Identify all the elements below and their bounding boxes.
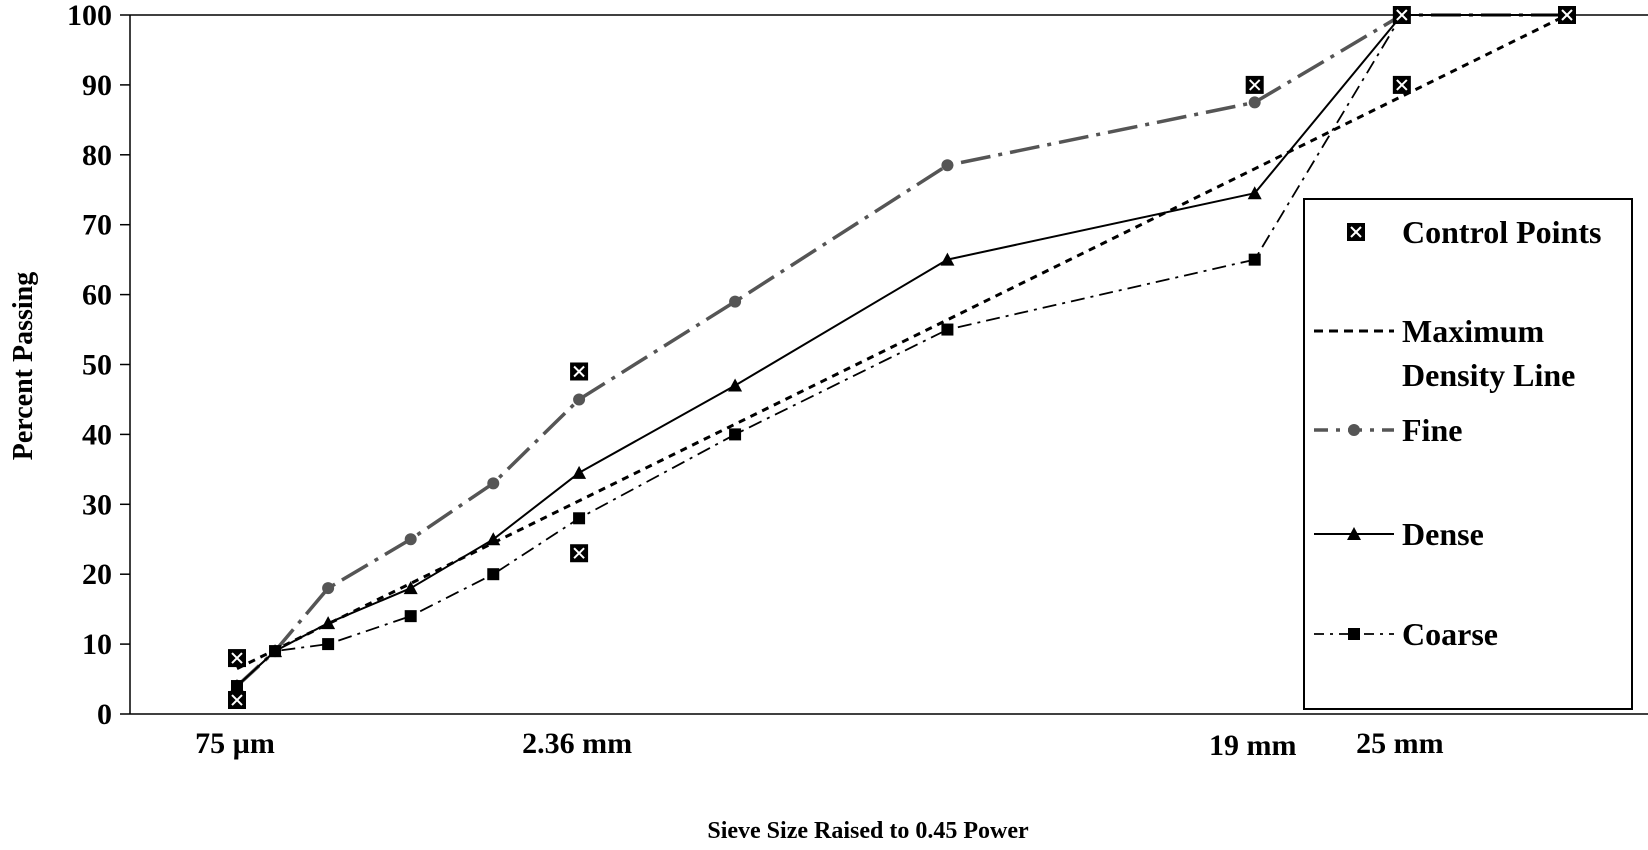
data-point-dense [572, 465, 587, 479]
legend: Control Points Maximum Density Line Fine Den… [1303, 198, 1633, 710]
control-point [1392, 6, 1411, 24]
data-point-dense [1247, 186, 1262, 200]
data-point-coarse [573, 512, 586, 525]
y-tick-label: 100 [67, 0, 112, 32]
x-axis-title: Sieve Size Raised to 0.45 Power [707, 818, 1029, 844]
legend-label: Maximum [1402, 313, 1545, 349]
data-point-coarse [269, 645, 282, 658]
legend-label: Control Points [1402, 214, 1601, 250]
data-point-fine [1248, 96, 1261, 109]
legend-label: Coarse [1402, 616, 1498, 652]
data-point-dense [486, 532, 501, 546]
control-point [228, 691, 246, 710]
data-point-coarse [729, 428, 742, 441]
legend-label: Fine [1402, 412, 1462, 448]
data-point-dense [403, 581, 418, 595]
control-point-cross-b [1396, 79, 1408, 91]
legend-item-dense: Dense [1314, 516, 1484, 552]
data-point-fine [487, 477, 500, 490]
axes: 0 10 20 30 40 50 60 70 80 90 100 75 µm 2.36 mm 19 mm 2… [67, 0, 1648, 762]
y-tick-label: 0 [97, 698, 112, 731]
y-tick-label: 10 [82, 628, 112, 661]
control-point-cross-b [231, 652, 243, 664]
control-point [1392, 75, 1411, 94]
data-point-coarse [941, 323, 954, 336]
y-tick-label: 90 [82, 69, 112, 102]
control-point [570, 362, 589, 381]
marker-layer [228, 6, 1576, 710]
data-point-coarse [322, 638, 335, 651]
data-point-coarse [1248, 253, 1261, 266]
control-point [1558, 6, 1576, 24]
data-point-fine [322, 582, 335, 595]
control-point-cross-b [573, 547, 585, 559]
control-point-cross-b [1248, 79, 1261, 91]
control-point [228, 649, 246, 668]
x-tick-label: 75 µm [195, 727, 275, 760]
data-point-fine [404, 533, 417, 546]
y-tick-label: 60 [82, 279, 112, 312]
x-tick-label: 25 mm [1356, 727, 1443, 760]
legend-item-control: Control Points [1347, 214, 1601, 250]
x-tick-label: 2.36 mm [522, 727, 632, 760]
control-point-cross-b [1396, 9, 1408, 21]
legend-swatch-marker-dense [1347, 527, 1361, 540]
legend-item-fine: Fine [1314, 412, 1462, 448]
y-tick-label: 50 [82, 349, 112, 382]
control-point-cross-b [231, 694, 243, 706]
control-point [570, 544, 589, 563]
legend-swatch-marker-coarse [1348, 628, 1360, 640]
x-tick-label: 19 mm [1209, 729, 1296, 762]
data-point-fine [941, 159, 954, 172]
data-point-fine [729, 295, 742, 308]
y-tick-label: 70 [82, 209, 112, 242]
legend-label: Density Line [1402, 357, 1575, 393]
y-tick-label: 80 [82, 139, 112, 172]
data-point-coarse [231, 680, 243, 693]
legend-swatch-marker-fine [1348, 424, 1360, 436]
y-tick-label: 40 [82, 418, 112, 451]
data-point-coarse [404, 610, 417, 623]
data-point-dense [728, 378, 743, 392]
y-tick-label: 20 [82, 558, 112, 591]
legend-swatch-control [1347, 223, 1365, 241]
control-point [1245, 75, 1264, 94]
legend-label: Dense [1402, 516, 1484, 552]
data-point-coarse [487, 568, 500, 581]
y-tick-label: 30 [82, 488, 112, 521]
legend-item-coarse: Coarse [1314, 616, 1498, 652]
control-point-cross-b [1350, 226, 1362, 238]
y-axis-title: Percent Passing [8, 272, 39, 460]
control-point-cross-b [1561, 9, 1573, 21]
legend-item-mdl: Maximum Density Line [1314, 313, 1575, 393]
data-point-dense [940, 252, 955, 266]
series-line-mdl [236, 13, 1568, 670]
data-point-fine [573, 393, 586, 406]
series-line-fine [235, 13, 1567, 688]
control-point-cross-b [573, 365, 585, 378]
data-point-dense [321, 616, 336, 630]
legend-box [1303, 198, 1633, 710]
